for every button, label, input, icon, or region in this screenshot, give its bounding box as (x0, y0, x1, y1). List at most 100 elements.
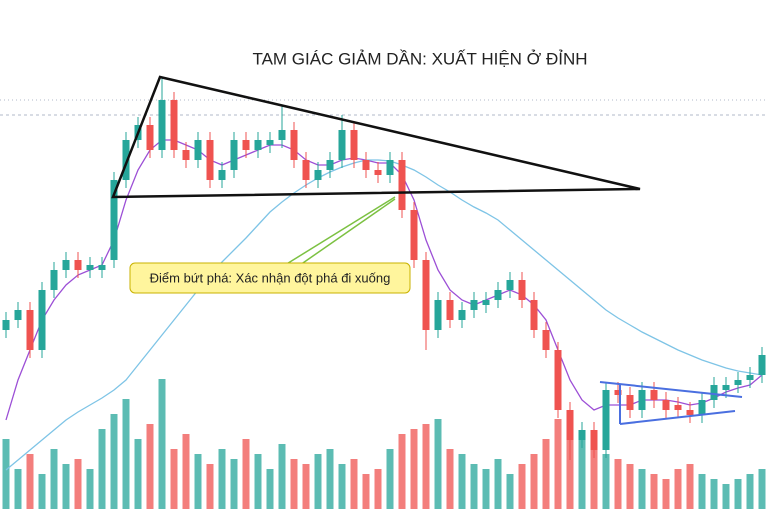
callout-text: Điểm bứt phá: Xác nhận đột phá đi xuống (150, 270, 391, 285)
candle-body (446, 300, 454, 320)
candle-body (710, 385, 718, 400)
volume-bar (242, 439, 250, 509)
candle-body (362, 160, 370, 170)
candle-body (566, 410, 574, 440)
volume-bar (458, 454, 466, 509)
candle-body (410, 210, 418, 260)
candle-body (266, 140, 274, 145)
moving-average (5, 159, 763, 471)
volume-bar (134, 439, 142, 509)
candle-body (182, 150, 190, 160)
candle-body (350, 130, 358, 160)
candle-body (398, 160, 406, 210)
volume-bar (446, 449, 454, 509)
candle-body (110, 180, 118, 260)
candle-body (674, 405, 682, 410)
volume-bar (38, 474, 46, 509)
volume-bar (254, 454, 262, 509)
candle-body (650, 390, 658, 400)
volume-bar (422, 424, 430, 509)
volume-bar (482, 469, 490, 509)
candle-body (338, 130, 346, 160)
volume-bar (74, 459, 82, 509)
volume-bar (350, 459, 358, 509)
candle-body (614, 390, 622, 395)
volume-bar (638, 469, 646, 509)
candle-body (2, 320, 10, 330)
candle-body (626, 395, 634, 410)
candle-body (662, 400, 670, 410)
volume-bar (626, 464, 634, 509)
candle-body (374, 170, 382, 175)
volume-bar (506, 474, 514, 509)
pattern-line (619, 410, 736, 425)
volume-bar (410, 429, 418, 509)
candle-body (122, 140, 130, 180)
candle-body (386, 160, 394, 175)
triangle-pattern (111, 75, 641, 199)
volume-bar (722, 484, 730, 509)
candle-body (494, 290, 502, 300)
pattern-line (599, 381, 743, 398)
candle-body (302, 160, 310, 180)
volume-bar (734, 479, 742, 509)
moving-averages (5, 139, 763, 471)
candle-body (86, 265, 94, 270)
volume-bar (2, 439, 10, 509)
candle-body (278, 130, 286, 140)
candle-body (38, 290, 46, 350)
volume-bar (122, 399, 130, 509)
callout-pointer (284, 196, 396, 266)
volume-bar (110, 414, 118, 509)
candle-body (458, 310, 466, 320)
candle-body (50, 270, 58, 290)
volume-bar (86, 469, 94, 509)
volume-bar (266, 469, 274, 509)
candle-body (422, 260, 430, 330)
volume-bar (170, 449, 178, 509)
volume-bar (758, 469, 766, 509)
candle-body (242, 140, 250, 150)
volume-bar (578, 434, 586, 509)
candle-body (314, 170, 322, 180)
volume-bar (566, 429, 574, 509)
volume-bar (518, 464, 526, 509)
volume-bar (650, 474, 658, 509)
candle-body (734, 380, 742, 385)
volume-bar (662, 479, 670, 509)
volume-bar (530, 454, 538, 509)
candle-body (326, 160, 334, 170)
volume-bar (470, 464, 478, 509)
volume-bar (338, 464, 346, 509)
candle-body (686, 410, 694, 415)
volume-bar (314, 454, 322, 509)
candle-body (482, 300, 490, 305)
candle-body (434, 300, 442, 330)
volume-bar (278, 444, 286, 509)
volume-bar (686, 464, 694, 509)
volume-bar (218, 449, 226, 509)
candle-body (170, 100, 178, 150)
candle-body (74, 260, 82, 270)
candle-body (530, 300, 538, 330)
candle-body (254, 140, 262, 150)
candle-body (98, 265, 106, 270)
candle-body (206, 140, 214, 180)
candle-body (746, 375, 754, 380)
chart-title: TAM GIÁC GIẢM DẦN: XUẤT HIỆN Ở ĐỈNH (252, 49, 587, 68)
volume-bar (302, 464, 310, 509)
candle-body (230, 140, 238, 170)
volume-bar (206, 464, 214, 509)
volume-bar (554, 419, 562, 509)
volume-bar (98, 429, 106, 509)
volume-bar (290, 459, 298, 509)
candle-body (518, 280, 526, 300)
volume-bar (362, 474, 370, 509)
candle-body (542, 330, 550, 350)
volume-bar (398, 434, 406, 509)
volume-bar (614, 459, 622, 509)
candle-body (638, 390, 646, 410)
volume-bar (602, 454, 610, 509)
candle-body (578, 430, 586, 440)
volume-bar (62, 464, 70, 509)
